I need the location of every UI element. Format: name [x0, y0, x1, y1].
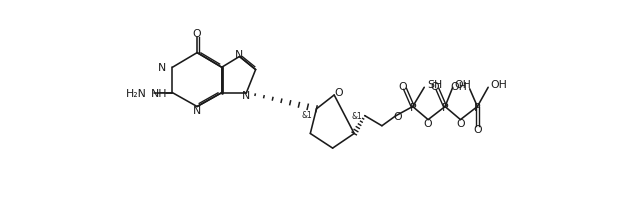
Text: N: N: [242, 90, 250, 100]
Text: N: N: [235, 50, 243, 60]
Text: O: O: [398, 81, 407, 91]
Text: SH: SH: [427, 80, 443, 90]
Text: N: N: [193, 105, 201, 115]
Text: OH: OH: [450, 81, 467, 91]
Text: P: P: [409, 102, 416, 112]
Text: &1: &1: [352, 112, 362, 121]
Text: OH: OH: [454, 80, 471, 90]
Text: N: N: [158, 63, 166, 73]
Text: O: O: [431, 81, 440, 91]
Text: O: O: [456, 118, 465, 128]
Text: P: P: [441, 102, 448, 112]
Text: P: P: [474, 102, 480, 112]
Text: &1: &1: [302, 111, 313, 120]
Text: OH: OH: [490, 80, 507, 90]
Text: O: O: [424, 118, 433, 128]
Text: O: O: [473, 124, 482, 134]
Text: O: O: [193, 28, 202, 38]
Text: H₂N: H₂N: [126, 88, 146, 98]
Text: O: O: [335, 87, 343, 97]
Text: NH: NH: [151, 88, 168, 98]
Text: O: O: [393, 111, 402, 121]
